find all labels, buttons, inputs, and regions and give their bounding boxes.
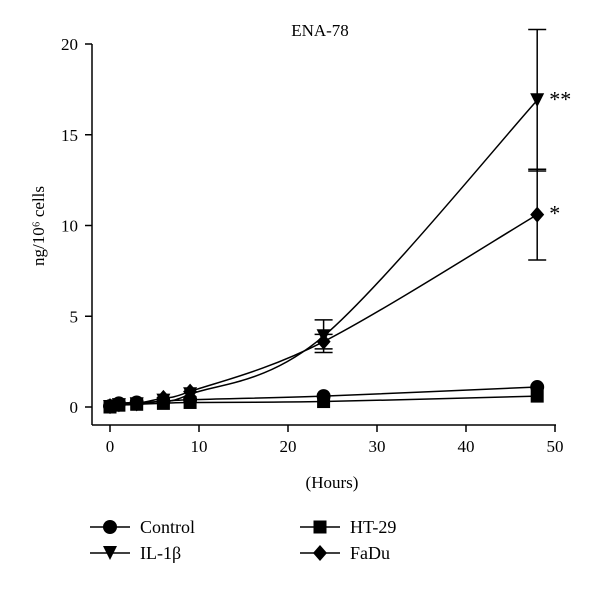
legend-item-control: Control <box>90 517 195 537</box>
y-axis-label: ng/10⁶ cells <box>29 186 48 266</box>
data-point <box>111 396 126 413</box>
significance-annotation: * <box>549 201 560 226</box>
data-point <box>316 333 331 350</box>
data-point <box>103 398 117 415</box>
x-tick-label: 20 <box>280 437 297 456</box>
series-fadu <box>103 168 547 415</box>
data-point <box>183 383 198 400</box>
y-tick-label: 5 <box>70 307 79 326</box>
chart-title: ENA-78 <box>291 21 349 40</box>
x-tick-label: 50 <box>547 437 564 456</box>
legend-label: Control <box>140 517 195 537</box>
legend-label: HT-29 <box>350 517 396 537</box>
legend-item-ht-29: HT-29 <box>300 517 396 537</box>
legend-marker <box>313 545 327 561</box>
x-axis-label: (Hours) <box>306 473 359 492</box>
data-point <box>530 206 545 223</box>
x-tick-label: 10 <box>191 437 208 456</box>
plot-area: *** <box>103 28 571 415</box>
data-point <box>530 93 545 108</box>
legend-label: FaDu <box>350 543 390 563</box>
y-tick-label: 10 <box>61 217 78 236</box>
series-il-1 <box>103 28 547 414</box>
legend-marker <box>103 546 117 560</box>
legend: Control IL-1β HT-29 FaDu <box>90 517 396 563</box>
legend-marker <box>103 520 117 534</box>
data-point <box>530 389 544 403</box>
y-tick-label: 15 <box>61 126 78 145</box>
axes: 0 5 10 15 20 0 10 20 30 40 50 <box>61 35 564 456</box>
data-point <box>156 389 171 406</box>
y-tick-label: 0 <box>70 398 79 417</box>
data-point <box>129 395 144 412</box>
legend-marker <box>313 520 327 534</box>
legend-label: IL-1β <box>140 543 181 563</box>
x-tick-label: 30 <box>369 437 386 456</box>
y-tick-label: 20 <box>61 35 78 54</box>
series-line <box>109 213 538 407</box>
data-point <box>317 395 331 409</box>
data-point <box>183 395 197 409</box>
significance-annotation: ** <box>549 86 571 111</box>
x-tick-label: 0 <box>106 437 115 456</box>
x-tick-label: 40 <box>458 437 475 456</box>
legend-item-il-1: IL-1β <box>90 543 181 563</box>
legend-item-fadu: FaDu <box>300 543 390 563</box>
